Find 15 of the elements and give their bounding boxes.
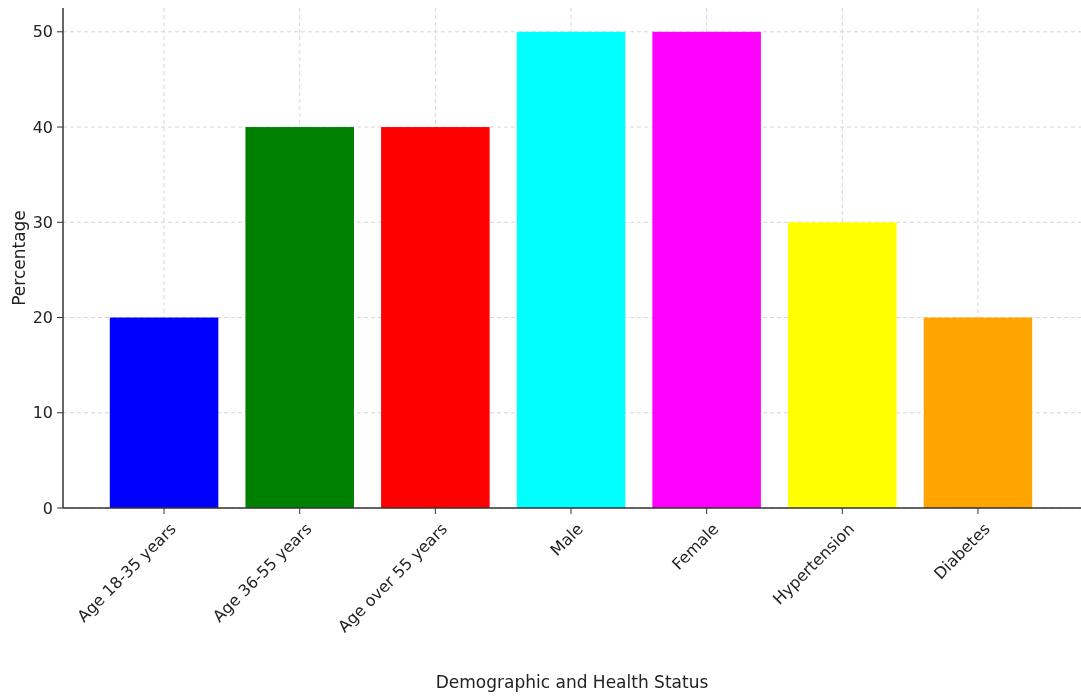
y-tick-label: 10 <box>32 403 53 423</box>
y-tick-label: 40 <box>32 117 53 137</box>
bar <box>516 31 626 508</box>
y-tick-label: 50 <box>32 22 53 42</box>
y-axis-title: Percentage <box>9 210 29 306</box>
bar <box>109 317 219 508</box>
y-tick-label: 30 <box>32 212 53 232</box>
bar <box>788 222 897 508</box>
y-tick-label: 0 <box>42 498 53 518</box>
bar <box>923 317 1033 508</box>
bar <box>381 127 490 508</box>
bar <box>245 127 354 508</box>
bar <box>652 31 761 508</box>
x-axis-title: Demographic and Health Status <box>435 672 709 692</box>
y-tick-label: 20 <box>32 308 53 328</box>
